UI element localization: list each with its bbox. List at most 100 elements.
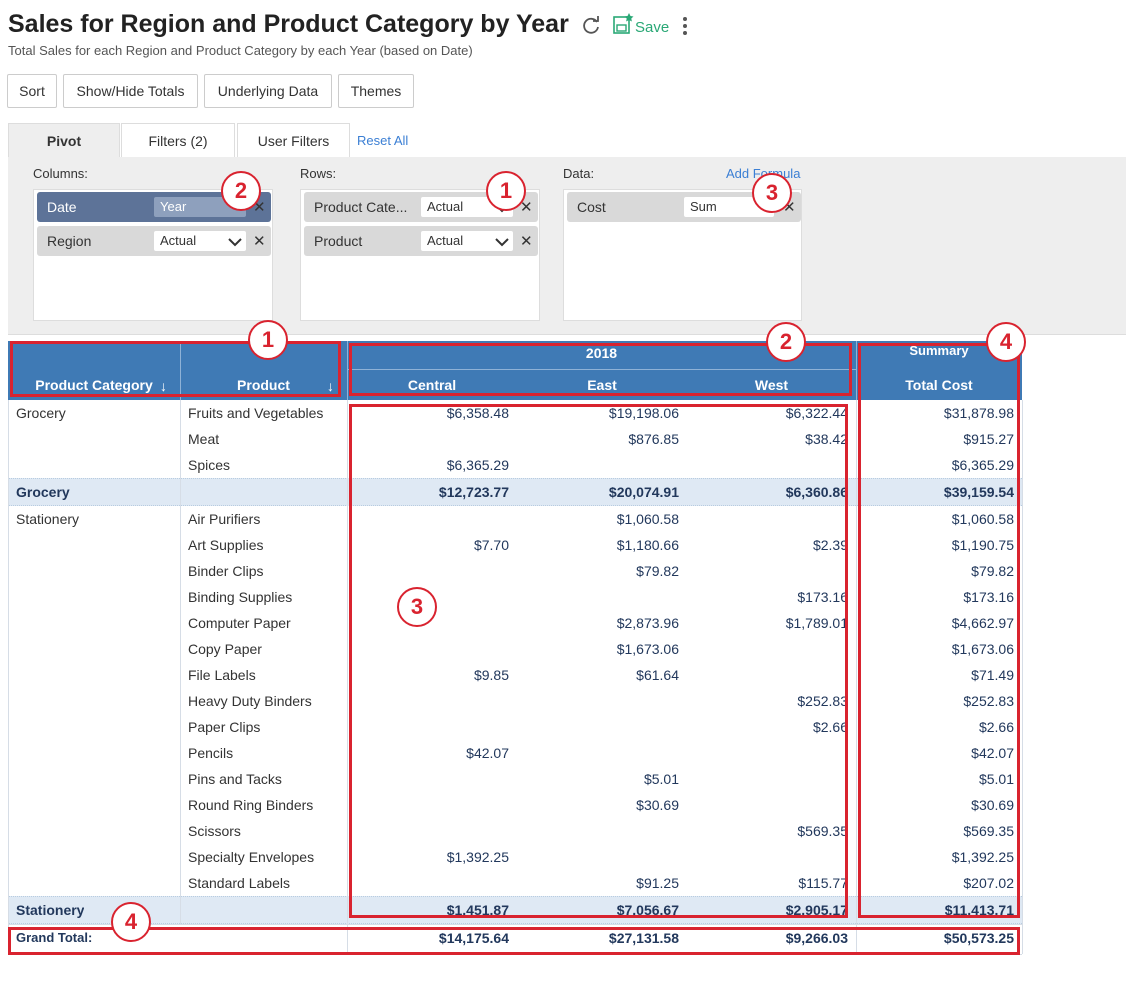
- toolbar-button[interactable]: Themes: [338, 74, 414, 108]
- grid-line: [856, 400, 857, 954]
- product-cell: Meat: [188, 431, 220, 447]
- grid-line: [1022, 400, 1023, 954]
- subtotal-row: [8, 896, 1022, 924]
- value-cell: $252.83: [963, 693, 1014, 709]
- value-cell: $11,413.71: [944, 902, 1014, 918]
- value-cell: $61.64: [636, 667, 679, 683]
- value-cell: $915.27: [963, 431, 1014, 447]
- more-icon[interactable]: [680, 16, 690, 38]
- value-cell: $1,060.58: [951, 511, 1014, 527]
- value-cell: $207.02: [963, 875, 1014, 891]
- value-cell: $1,673.06: [951, 641, 1014, 657]
- product-cell: Pins and Tacks: [188, 771, 282, 787]
- product-cell: Computer Paper: [188, 615, 291, 631]
- annotation-badge: 2: [221, 171, 261, 211]
- value-cell: $5.01: [978, 771, 1014, 787]
- value-cell: $39,159.54: [943, 484, 1014, 500]
- save-button[interactable]: Save: [635, 19, 670, 36]
- tab[interactable]: Pivot: [8, 123, 120, 157]
- product-cell: Heavy Duty Binders: [188, 693, 312, 709]
- grand-total-label: Grand Total:: [16, 930, 93, 945]
- tab[interactable]: Filters (2): [121, 123, 235, 157]
- remove-icon[interactable]: ✕: [253, 233, 266, 250]
- header-col-line: [347, 341, 348, 400]
- agg-dropdown[interactable]: Year: [154, 197, 246, 217]
- column-header[interactable]: West: [754, 377, 789, 393]
- value-cell: $14,175.64: [438, 930, 509, 946]
- remove-icon[interactable]: ✕: [520, 199, 533, 216]
- grid-line: [8, 400, 9, 954]
- product-cell: Specialty Envelopes: [188, 849, 315, 865]
- refresh-icon[interactable]: [580, 15, 602, 37]
- product-cell: Air Purifiers: [188, 511, 261, 527]
- dropdown-arrow: [495, 238, 509, 247]
- panel-label: Columns:: [33, 166, 88, 181]
- value-cell: $4,662.97: [951, 615, 1014, 631]
- product-cell: Spices: [188, 457, 231, 473]
- product-cell: File Labels: [188, 667, 256, 683]
- toolbar-button[interactable]: Sort: [7, 74, 57, 108]
- header-band: [8, 341, 1022, 400]
- value-cell: $876.85: [628, 431, 679, 447]
- value-cell: $38.42: [805, 431, 848, 447]
- value-cell: $1,060.58: [616, 511, 679, 527]
- value-cell: $173.16: [797, 589, 848, 605]
- tab[interactable]: User Filters: [237, 123, 350, 157]
- value-cell: $2.66: [812, 719, 848, 735]
- save-icon[interactable]: [612, 12, 634, 36]
- column-header[interactable]: Product: [237, 377, 290, 393]
- column-header[interactable]: East: [587, 377, 617, 393]
- value-cell: $2,905.17: [785, 902, 848, 918]
- product-cell: Binding Supplies: [188, 589, 293, 605]
- sort-arrow[interactable]: ↓: [327, 378, 334, 394]
- value-cell: $79.82: [636, 563, 679, 579]
- value-cell: $30.69: [636, 797, 679, 813]
- product-cell: Binder Clips: [188, 563, 264, 579]
- value-cell: $20,074.91: [608, 484, 679, 500]
- sort-arrow[interactable]: ↓: [160, 378, 167, 394]
- header-col-line: [856, 341, 857, 400]
- value-cell: $2.66: [978, 719, 1014, 735]
- value-cell: $9.85: [473, 667, 509, 683]
- value-cell: $19,198.06: [608, 405, 679, 421]
- grid-line: [180, 400, 181, 924]
- value-cell: $569.35: [797, 823, 848, 839]
- reset-link[interactable]: Reset All: [357, 133, 409, 148]
- header-col-line: [180, 341, 181, 400]
- value-cell: $6,365.29: [951, 457, 1014, 473]
- panel-label: Rows:: [300, 166, 337, 181]
- product-cell: Pencils: [188, 745, 234, 761]
- value-cell: $50,573.25: [943, 930, 1014, 946]
- column-header[interactable]: Central: [407, 377, 457, 393]
- value-cell: $6,358.48: [446, 405, 509, 421]
- dropdown-arrow: [228, 238, 242, 247]
- product-cell: Paper Clips: [188, 719, 261, 735]
- annotation-badge: 4: [111, 902, 151, 942]
- subtitle: Total Sales for each Region and Product …: [8, 43, 473, 58]
- category-cell: Grocery: [16, 405, 66, 421]
- value-cell: $79.82: [971, 563, 1014, 579]
- value-cell: $6,360.86: [785, 484, 848, 500]
- agg-dropdown[interactable]: Actual: [421, 231, 513, 251]
- highlight-box: [10, 341, 341, 397]
- toolbar-button[interactable]: Show/Hide Totals: [63, 74, 198, 108]
- column-header[interactable]: Product Category: [35, 377, 153, 393]
- agg-dropdown[interactable]: Actual: [154, 231, 246, 251]
- highlight-box: [858, 343, 1020, 918]
- value-cell: $5.01: [643, 771, 679, 787]
- value-cell: $31,878.98: [943, 405, 1014, 421]
- highlight-box: [8, 927, 1020, 955]
- annotation-badge: 3: [397, 587, 437, 627]
- value-cell: $1,392.25: [951, 849, 1014, 865]
- agg-dropdown[interactable]: Sum: [684, 197, 774, 217]
- annotation-badge: 4: [986, 322, 1026, 362]
- summary-header: Summary: [909, 343, 969, 358]
- toolbar-button[interactable]: Underlying Data: [204, 74, 332, 108]
- highlight-box: [349, 343, 852, 396]
- column-header[interactable]: Total Cost: [905, 377, 973, 393]
- header-divider: [347, 369, 856, 370]
- remove-icon[interactable]: ✕: [520, 233, 533, 250]
- annotation-badge: 3: [752, 173, 792, 213]
- subtotal-label: Grocery: [16, 484, 70, 500]
- value-cell: $7,056.67: [616, 902, 679, 918]
